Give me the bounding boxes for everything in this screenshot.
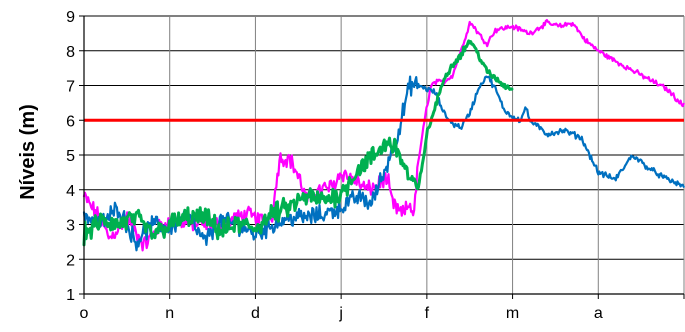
y-axis-label: Níveis (m)	[17, 104, 39, 200]
x-tick-label: n	[165, 305, 174, 322]
y-tick-label: 2	[66, 252, 75, 269]
y-tick-label: 6	[66, 113, 75, 130]
y-tick-label: 7	[66, 79, 75, 96]
y-tick-label: 1	[66, 287, 75, 304]
y-tick-label: 4	[66, 183, 75, 200]
series-line-3	[82, 39, 514, 247]
x-tick-label: d	[251, 305, 260, 322]
x-tick-label: o	[80, 305, 89, 322]
x-tick-label: m	[506, 305, 519, 322]
x-tick-label: f	[425, 305, 430, 322]
grid	[84, 15, 685, 295]
y-tick-label: 9	[66, 9, 75, 26]
y-tick-label: 3	[66, 218, 75, 235]
series-group	[82, 19, 685, 252]
x-tick-label: j	[338, 305, 343, 322]
x-tick-label: a	[594, 305, 603, 322]
y-tick-label: 5	[66, 148, 75, 165]
series-line-1	[82, 19, 685, 252]
tick-labels: 1 2 3 4 5 6 7 8 9 o n d j f m a	[66, 9, 603, 322]
y-tick-label: 8	[66, 44, 75, 61]
axes	[79, 15, 685, 299]
